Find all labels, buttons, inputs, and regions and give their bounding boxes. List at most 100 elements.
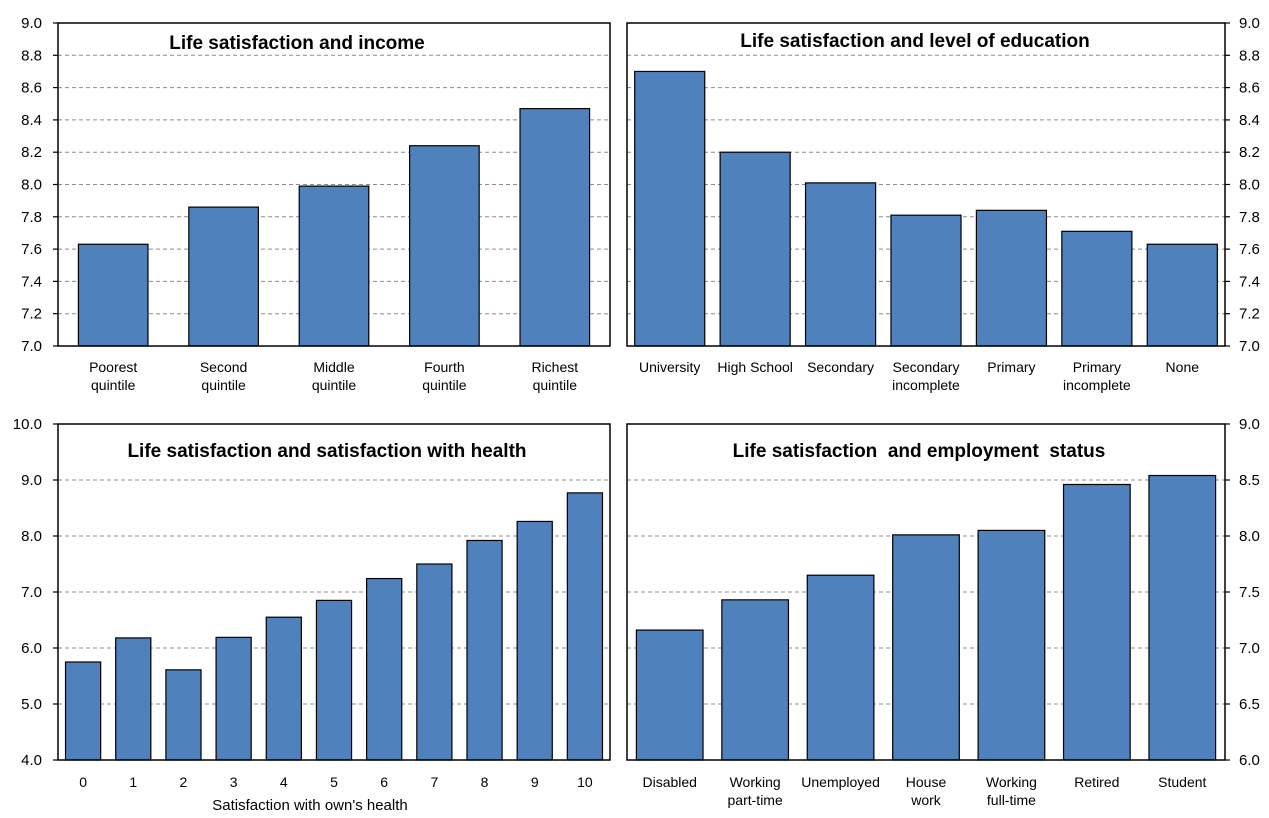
bar [366,577,403,761]
bar [77,243,149,347]
bar [409,145,480,347]
chart-title: Life satisfaction and income [169,33,425,54]
y-tick-label: 7.2 [1239,306,1260,323]
bar [892,534,960,761]
category-label-line: Secondary [893,359,960,375]
category-label: 9 [531,774,539,790]
bar [298,185,370,347]
category-label: 5 [330,774,338,790]
y-tick-label: 8.0 [1239,177,1260,194]
category-label-line: None [1166,359,1200,375]
bar [466,539,503,761]
chart-title: Life satisfaction and satisfaction with … [127,441,526,462]
category-label-line: 10 [577,774,593,790]
category-label: High School [717,359,793,375]
category-label: 8 [481,774,489,790]
category-label: Poorest quintile [89,359,137,393]
bar [165,669,202,761]
y-tick-label: 8.2 [21,144,42,161]
category-label-line: quintile [201,377,246,393]
bar [635,629,704,761]
bar [64,661,102,761]
y-tick-label: 7.0 [21,338,42,355]
category-label-line: 1 [129,774,137,790]
category-label-line: Unemployed [801,774,880,790]
category-label: Disabled [642,774,696,790]
category-label: Primary incomplete [1063,359,1131,393]
bar [806,574,875,761]
bar [977,529,1046,761]
bar [315,599,353,761]
category-label: University [639,359,700,375]
category-label-line: Student [1158,774,1206,790]
category-label-line: quintile [312,377,357,393]
category-label: Working full-time [986,774,1037,808]
bar [215,636,252,761]
y-tick-label: 7.6 [1239,241,1260,258]
category-label: Retired [1074,774,1119,790]
y-tick-label: 8.4 [21,112,42,129]
category-label-line: 8 [481,774,489,790]
y-tick-label: 9.0 [21,15,42,32]
category-label-line: part-time [728,792,783,808]
category-label: 10 [577,774,593,790]
x-axis-label: Satisfaction with own's health [212,797,407,814]
category-label: None [1166,359,1200,375]
chart-title: Life satisfaction and level of education [740,31,1089,52]
y-tick-label: 6.5 [1239,696,1260,713]
category-label: 4 [280,774,288,790]
category-label-line: Primary [1073,359,1121,375]
category-label: Second quintile [200,359,247,393]
category-label-line: Primary [987,359,1035,375]
category-label-line: 5 [330,774,338,790]
category-label: 7 [430,774,438,790]
bar [1062,483,1131,761]
category-label: Secondary [807,359,874,375]
y-tick-label: 8.6 [21,80,42,97]
category-label-line: incomplete [1063,377,1131,393]
chart-title: Life satisfaction and employment status [733,441,1106,462]
category-label: House work [906,774,947,808]
bar [516,520,553,761]
y-tick-label: 7.5 [1239,584,1260,601]
y-tick-label: 8.5 [1239,472,1260,489]
category-label: 2 [180,774,188,790]
y-tick-label: 4.0 [21,752,42,769]
income-chart: 7.0 7.2 7.4 7.6 7.8 8.0 8.2 8.4 8.6 8.8 9.0 Poorest… [21,15,611,393]
y-tick-label: 8.6 [1239,80,1260,97]
category-label: Secondary incomplete [892,359,960,393]
y-tick-label: 8.2 [1239,144,1260,161]
category-label-line: Disabled [642,774,696,790]
category-label-line: 9 [531,774,539,790]
category-label-line: quintile [422,377,467,393]
category-label-line: Secondary [807,359,874,375]
bar [634,70,706,347]
category-label: Middle quintile [312,359,357,393]
category-label-line: Working [730,774,781,790]
y-tick-label: 9.0 [21,472,42,489]
bar [188,206,259,347]
category-label-line: full-time [987,792,1036,808]
health-chart: 4.0 5.0 6.0 7.0 8.0 9.0 10.0 0 1 2 3 4 5 6 7 8 9 10 Life s… [13,416,611,814]
y-tick-label: 7.6 [21,241,42,258]
bar [1146,243,1218,347]
education-chart: 7.0 7.2 7.4 7.6 7.8 8.0 8.2 8.4 8.6 8.8 9.0 Univers… [626,15,1260,393]
y-tick-label: 8.0 [1239,528,1260,545]
category-label-line: Poorest [89,359,137,375]
bar [719,151,791,347]
bar [519,107,591,347]
y-tick-label: 6.0 [21,640,42,657]
category-label: 1 [129,774,137,790]
category-label-line: University [639,359,700,375]
category-label-line: quintile [533,377,578,393]
y-tick-label: 7.4 [1239,273,1260,290]
category-label: 3 [230,774,238,790]
y-tick-label: 6.0 [1239,752,1260,769]
category-label: Richest quintile [531,359,578,393]
category-label-line: Retired [1074,774,1119,790]
y-tick-label: 8.8 [21,47,42,64]
employment-chart: 6.0 6.5 7.0 7.5 8.0 8.5 9.0 Disabled Working part… [626,416,1260,808]
category-label-line: quintile [91,377,136,393]
category-label: Working part-time [728,774,783,808]
